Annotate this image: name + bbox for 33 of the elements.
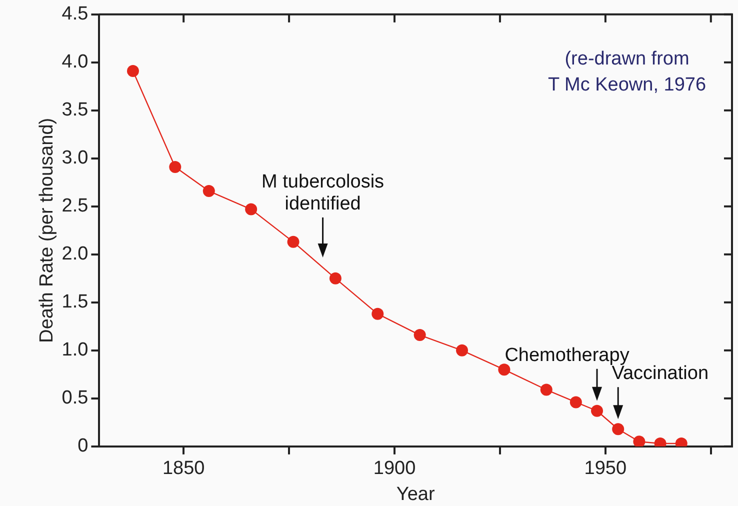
point xyxy=(126,65,139,78)
x-tick-label: 1850 xyxy=(162,458,205,480)
y-tick-label: 1.0 xyxy=(62,340,88,361)
annotation: M tubercolosis identified xyxy=(262,171,384,214)
y-tick-label: 1.5 xyxy=(62,292,88,313)
y-tick-label: 4.5 xyxy=(62,4,88,25)
point xyxy=(202,185,215,198)
point xyxy=(456,344,468,356)
point xyxy=(540,384,552,396)
point xyxy=(414,329,426,342)
y-axis-title: Death Rate (per thousand) xyxy=(36,118,58,343)
point xyxy=(245,203,258,216)
y-tick-label: 4.0 xyxy=(62,52,88,73)
x-tick-label: 1900 xyxy=(373,458,416,480)
point xyxy=(570,396,582,408)
point xyxy=(612,423,624,436)
y-tick-label: 0 xyxy=(78,436,88,457)
point xyxy=(372,308,384,320)
point xyxy=(633,436,646,446)
x-axis-title: Year xyxy=(396,484,436,505)
annotation: Chemotherapy xyxy=(504,344,630,366)
y-tick-label: 3.5 xyxy=(62,100,88,121)
y-tick-label: 3.0 xyxy=(62,148,88,169)
y-tick-label: 2.5 xyxy=(62,196,88,217)
point xyxy=(169,161,182,174)
point xyxy=(498,364,510,376)
y-tick-label: 2.0 xyxy=(62,244,88,265)
x-tick-label: 1950 xyxy=(584,458,627,480)
point xyxy=(591,404,604,417)
point xyxy=(329,272,342,284)
annotation: (re-drawn from T Mc Keown, 1976 xyxy=(548,48,706,96)
y-tick-label: 0.5 xyxy=(62,388,88,409)
point xyxy=(287,236,300,248)
